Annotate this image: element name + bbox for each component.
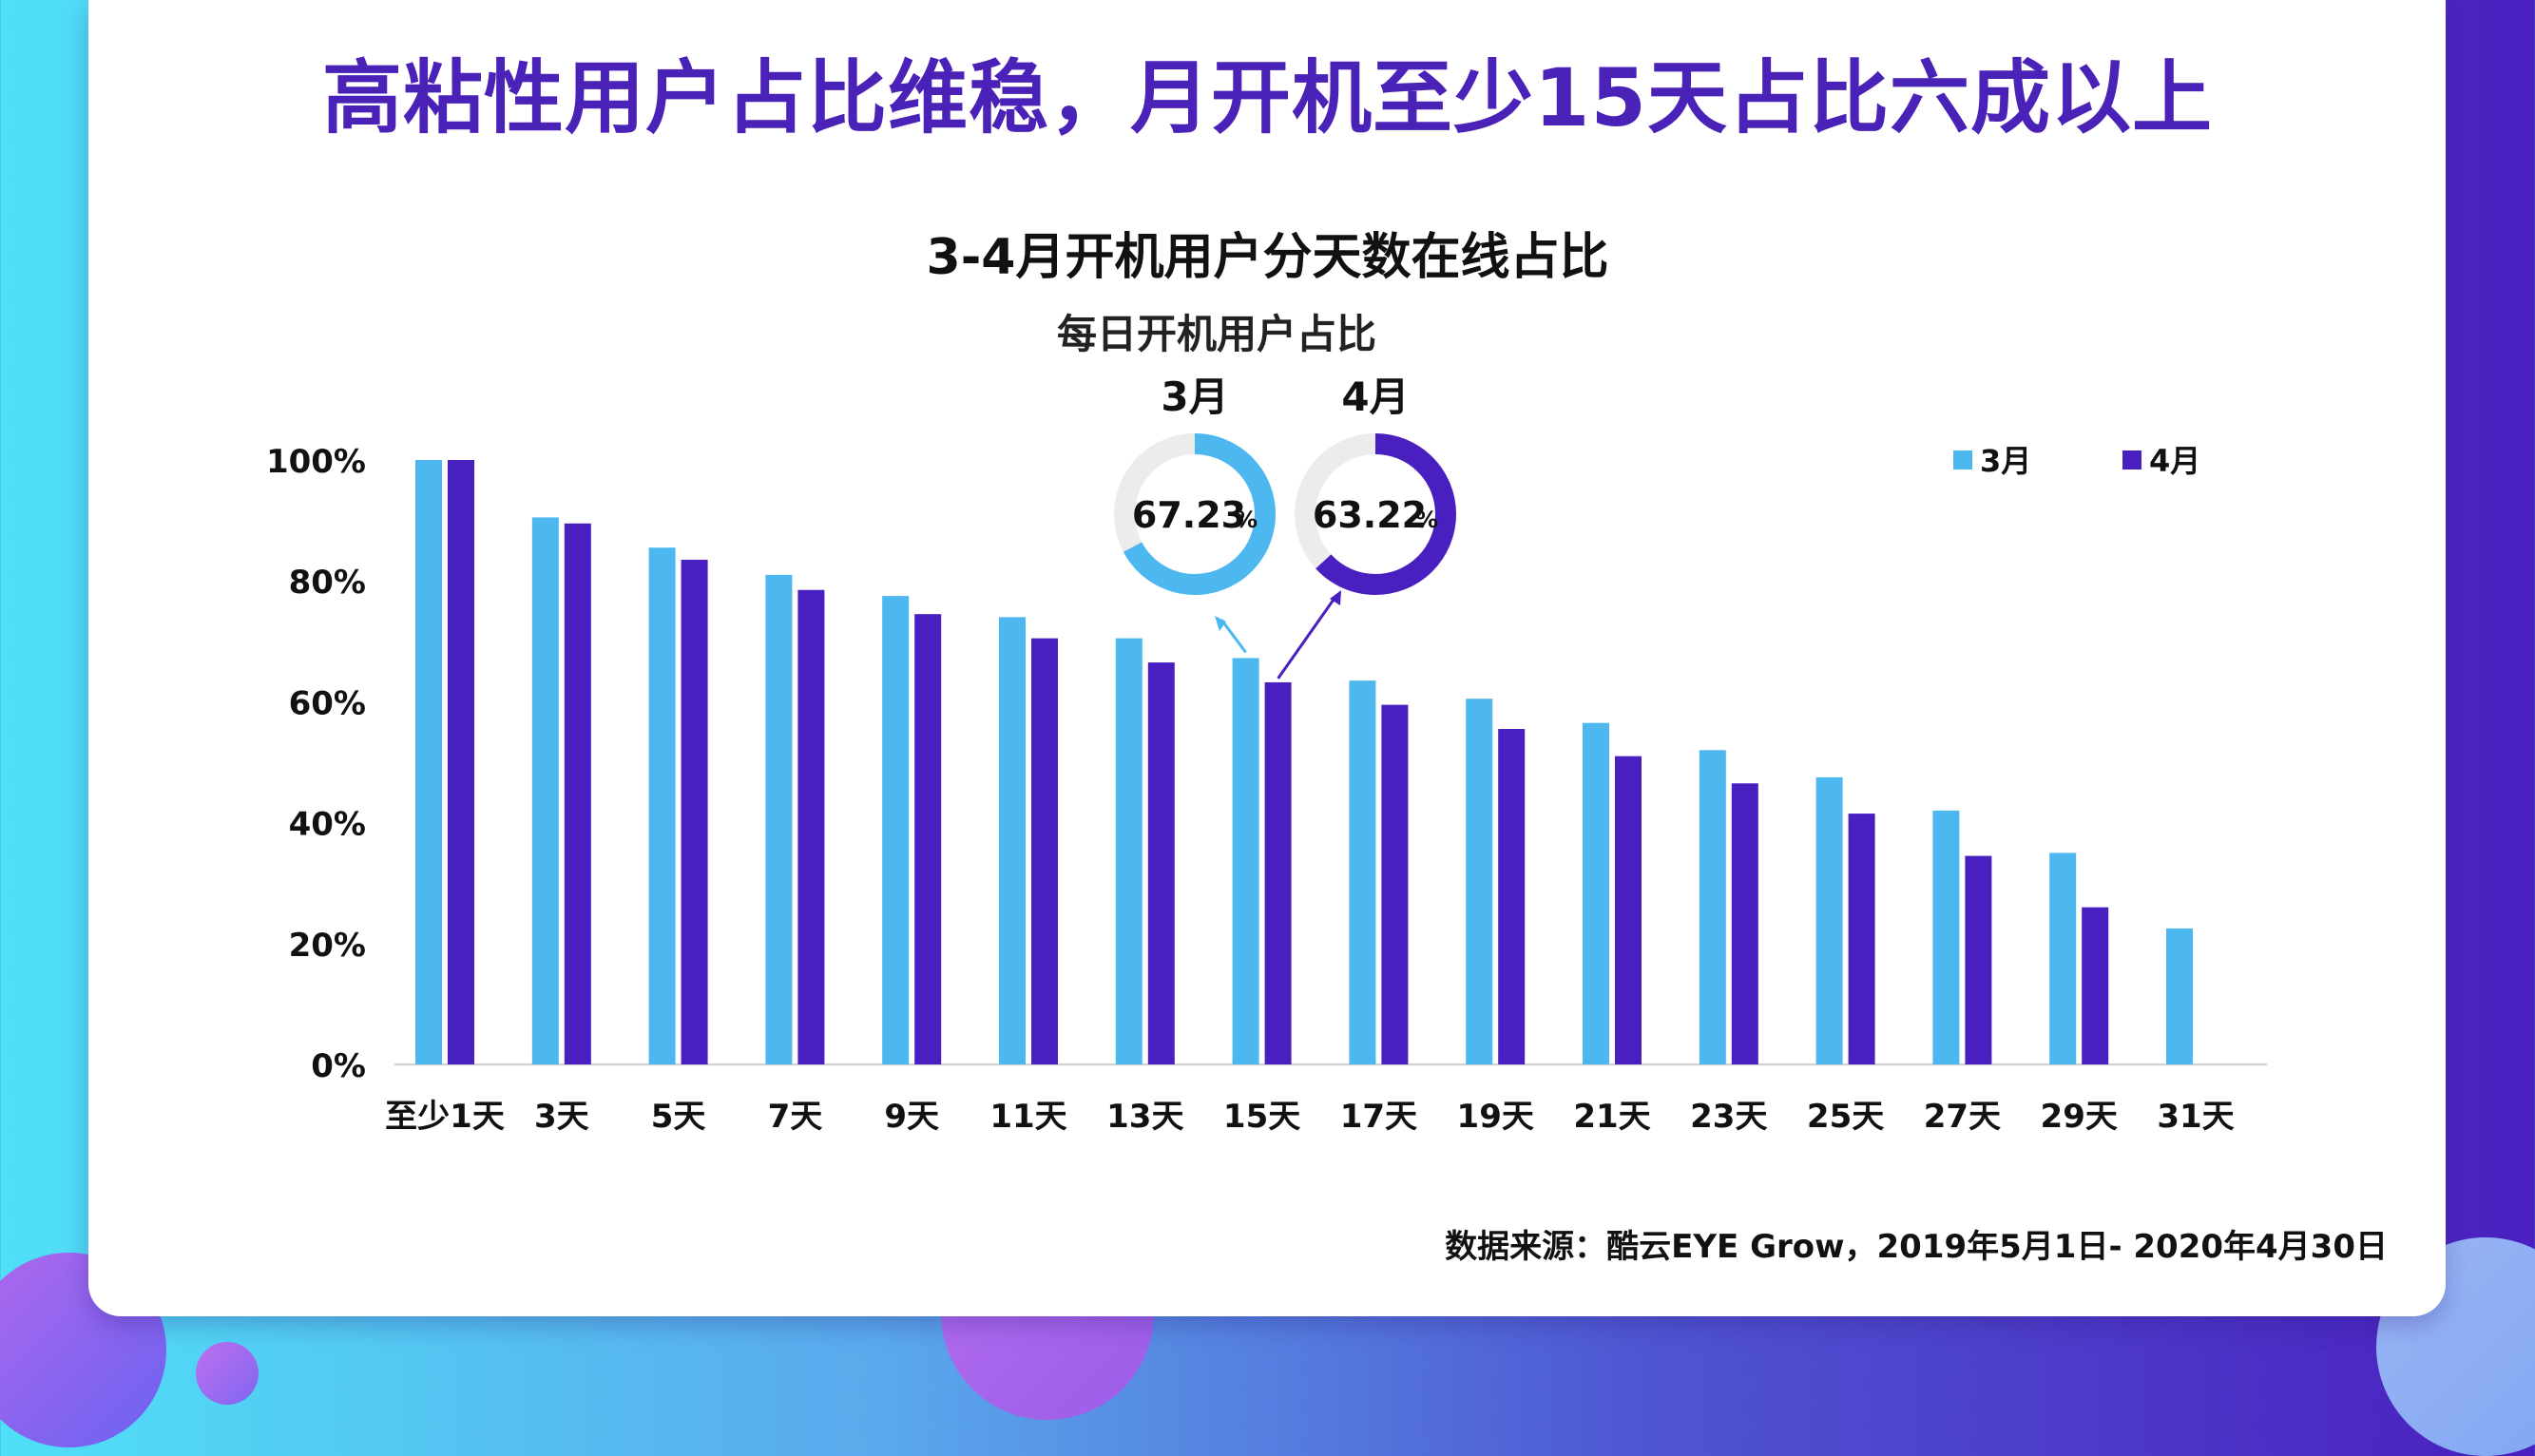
bar-april: [448, 460, 474, 1064]
bar-march: [765, 574, 793, 1064]
pointer-line-april: [1277, 596, 1337, 680]
donut-arc-april: [1295, 433, 1456, 595]
bar-march: [531, 517, 559, 1064]
chart-title: 3-4月开机用户分天数在线占比: [926, 229, 1609, 286]
bar-april: [914, 614, 942, 1064]
bar-april: [1381, 704, 1409, 1064]
x-tick-label: 7天: [768, 1098, 823, 1136]
donut-section-title: 每日开机用户占比: [1056, 311, 1376, 357]
x-tick-label: 13天: [1106, 1098, 1183, 1136]
donut-value-label: 63.22: [1313, 494, 1427, 536]
bar-march: [415, 460, 442, 1064]
donut-arc-march: [1114, 433, 1276, 595]
bar-april: [1031, 638, 1058, 1064]
bar-april: [1615, 756, 1642, 1064]
bar-april: [2082, 907, 2109, 1064]
bar-march: [882, 596, 910, 1064]
legend-swatch-april: [2122, 450, 2141, 469]
bar-march: [1232, 658, 1259, 1064]
x-tick-label: 3天: [534, 1098, 589, 1136]
y-tick-label: 100%: [266, 443, 366, 481]
x-tick-label: 23天: [1690, 1098, 1767, 1136]
x-tick-label: 19天: [1457, 1098, 1534, 1136]
x-tick-label: 11天: [989, 1098, 1066, 1136]
legend-label: 4月: [2149, 443, 2200, 479]
bar-march: [1115, 638, 1143, 1064]
bar-april: [564, 523, 591, 1064]
x-tick-label: 9天: [884, 1098, 939, 1136]
bar-april: [681, 559, 708, 1064]
y-tick-label: 20%: [289, 927, 366, 965]
donut-month-label: 4月: [1341, 374, 1409, 420]
decor-circle-small: [196, 1342, 259, 1405]
y-tick-label: 80%: [289, 564, 366, 602]
bar-april: [1498, 729, 1526, 1064]
x-tick-label: 31天: [2157, 1098, 2234, 1136]
donut-value-label: 67.23: [1132, 494, 1246, 536]
data-source-note: 数据来源：酷云EYE Grow，2019年5月1日- 2020年4月30日: [1445, 1228, 2388, 1266]
bar-april: [1965, 855, 1992, 1064]
donut-unit-label: %: [1415, 507, 1438, 533]
x-tick-label: 21天: [1573, 1098, 1650, 1136]
bar-march: [1466, 699, 1493, 1064]
donut-unit-label: %: [1235, 507, 1258, 533]
bar-march: [1932, 810, 1960, 1064]
y-tick-label: 0%: [311, 1047, 366, 1085]
content-card: [88, 0, 2446, 1316]
x-tick-label: 25天: [1807, 1098, 1884, 1136]
y-tick-label: 60%: [289, 684, 366, 722]
pointer-line-march: [1219, 619, 1247, 654]
bar-march: [1699, 750, 1726, 1064]
bar-march: [648, 547, 676, 1064]
bar-march: [2166, 928, 2193, 1064]
legend-swatch-march: [1953, 450, 1972, 469]
y-tick-label: 40%: [289, 806, 366, 844]
bar-april: [1147, 662, 1175, 1064]
bar-march: [999, 617, 1026, 1064]
bar-chart: 0% 20% 40% 60% 80% 100% 至少1天 3天 5天 7天 9天 11天 13天 15天 1…: [266, 374, 2267, 1136]
x-tick-label: 5天: [651, 1098, 706, 1136]
x-tick-label: 29天: [2041, 1098, 2118, 1136]
bar-march: [1815, 776, 1843, 1064]
bar-april: [1264, 681, 1292, 1064]
legend-label: 3月: [1980, 443, 2031, 479]
pointer-arrow-march: [1215, 616, 1226, 631]
donut-month-label: 3月: [1161, 374, 1228, 420]
x-tick-label: 17天: [1340, 1098, 1417, 1136]
bar-march: [2049, 853, 2077, 1064]
x-tick-label: 27天: [1924, 1098, 2001, 1136]
pointer-arrow-april: [1330, 590, 1341, 605]
bar-april: [1731, 783, 1758, 1064]
bar-march: [1583, 722, 1609, 1064]
page-headline: 高粘性用户占比维稳，月开机至少15天占比六成以上: [322, 51, 2213, 144]
bar-april: [1848, 814, 1875, 1064]
x-tick-label: 15天: [1223, 1098, 1300, 1136]
bar-march: [1349, 680, 1376, 1064]
x-tick-label: 至少1天: [385, 1098, 505, 1136]
bar-april: [797, 589, 825, 1064]
